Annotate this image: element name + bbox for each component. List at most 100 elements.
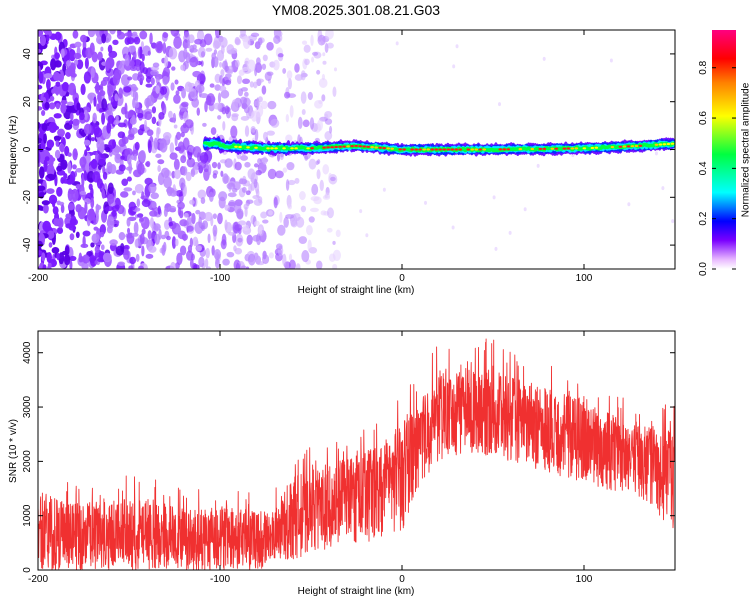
spectrogram-cell: [233, 202, 242, 214]
spectrogram-cell: [138, 265, 144, 269]
spectrogram-cell: [320, 210, 327, 216]
spectrogram-cell: [240, 115, 250, 121]
snr-xlabel: Height of straight line (km): [298, 586, 415, 597]
spectrogram-signal-core: [662, 143, 667, 146]
spectrogram-cell: [307, 91, 313, 101]
spectrogram-cell: [82, 106, 91, 113]
spectrogram-cell: [38, 84, 43, 90]
spectrogram-cell: [46, 251, 53, 264]
spectrogram-signal-core: [398, 148, 402, 151]
spectrogram-cell: [131, 114, 136, 125]
spectrogram-cell: [252, 234, 261, 242]
spectrogram-cell: [316, 169, 321, 180]
spectrogram-cell: [246, 234, 253, 246]
spectrogram-cell: [195, 209, 201, 215]
spectrogram-cell: [246, 99, 251, 105]
spectrogram-cell: [299, 191, 306, 201]
spectrogram-signal-core: [450, 148, 455, 151]
colorbar-label: Normalized spectral amplitude: [740, 82, 750, 217]
spectrogram-cell: [106, 216, 115, 229]
spectrogram-cell: [155, 85, 160, 94]
spectrogram-cell: [38, 240, 43, 248]
spectrogram-cell: [198, 256, 205, 268]
spectrogram-cell: [156, 127, 160, 140]
spectrogram-cell: [220, 239, 227, 250]
spectrogram-cell: [213, 248, 222, 260]
spectrogram-cell: [90, 197, 95, 209]
spectrogram-signal-core: [570, 147, 575, 150]
spectrogram-cell: [324, 194, 328, 199]
spectrogram-cell: [173, 124, 178, 129]
spectrogram-cell: [275, 170, 284, 179]
spectrogram-cell: [285, 214, 294, 219]
spectrogram-cell: [44, 101, 50, 110]
spectrogram-cell: [234, 38, 241, 46]
spectrogram-xlabel: Height of straight line (km): [298, 285, 415, 296]
spectrogram-cell: [329, 125, 333, 134]
spectrogram-cell: [105, 146, 111, 153]
spectrogram-cell: [226, 44, 235, 55]
spectrogram-cell: [184, 31, 190, 38]
spectrogram-cell: [46, 188, 55, 194]
y-tick-label: 4000: [22, 341, 33, 364]
spectrogram-cell: [212, 213, 217, 220]
spectrogram-cell: [235, 262, 241, 269]
spectrogram-cell: [262, 54, 268, 62]
spectrogram-cell: [316, 69, 321, 75]
spectrogram-cell: [133, 36, 141, 45]
spectrogram-cell: [46, 173, 55, 179]
spectrogram-cell: [332, 240, 336, 245]
spectrogram-signal-core: [338, 145, 342, 148]
spectrogram-cell: [95, 204, 102, 211]
spectrogram-cell: [89, 95, 93, 104]
spectrogram-signal-core: [354, 144, 358, 148]
spectrogram-cell: [132, 149, 139, 157]
spectrogram-cell: [277, 152, 281, 162]
spectrogram-signal-core: [658, 143, 663, 146]
spectrogram-cell: [224, 204, 231, 211]
spectrogram-cell: [41, 109, 46, 117]
spectrogram-cell: [163, 176, 172, 189]
spectrogram-cell: [38, 121, 41, 129]
spectrogram-cell: [228, 231, 236, 236]
spectrogram-cell: [101, 188, 106, 199]
spectrogram-cell: [90, 242, 95, 248]
spectrogram-cell: [305, 224, 313, 236]
spectrogram-cell: [91, 233, 100, 244]
snr-line: [38, 338, 675, 570]
spectrogram-cell: [192, 146, 202, 158]
spectrogram-signal-core: [582, 147, 587, 150]
spectrogram-cell: [247, 253, 256, 266]
spectrogram-cell: [82, 254, 90, 264]
spectrogram-cell: [61, 250, 68, 256]
spectrogram-signal-core: [422, 148, 427, 151]
spectrogram-cell: [90, 66, 95, 79]
spectrogram-cell: [43, 73, 53, 79]
spectrogram-cell: [227, 192, 237, 198]
spectrogram-cell: [93, 226, 99, 231]
spectrogram-signal-core: [518, 148, 523, 151]
spectrogram-signal-core: [586, 147, 591, 150]
spectrogram-cell: [282, 68, 287, 74]
spectrogram-cell: [151, 201, 157, 209]
spectrogram-cell: [162, 41, 167, 54]
spectrogram-cell: [132, 89, 137, 101]
spectrogram-signal-core: [374, 146, 378, 149]
spectrogram-cell: [273, 196, 278, 209]
spectrogram-signal-core: [590, 146, 595, 150]
spectrogram-cell: [123, 248, 130, 260]
spectrogram-cell: [250, 125, 256, 133]
spectrogram-cell: [301, 40, 308, 45]
spectrogram-signal-core: [426, 148, 431, 151]
spectrogram-cell: [98, 251, 105, 256]
spectrogram-cell: [54, 60, 62, 68]
spectrogram-cell: [256, 78, 265, 83]
spectrogram-cell: [262, 254, 270, 265]
spectrogram-signal-core: [370, 146, 374, 149]
spectrogram-cell: [146, 94, 155, 107]
spectrogram-cell: [127, 45, 136, 53]
spectrogram-cell: [174, 226, 182, 234]
spectrogram-cell: [80, 83, 86, 96]
spectrogram-cell: [73, 151, 78, 157]
spectrogram-cell: [298, 236, 308, 245]
